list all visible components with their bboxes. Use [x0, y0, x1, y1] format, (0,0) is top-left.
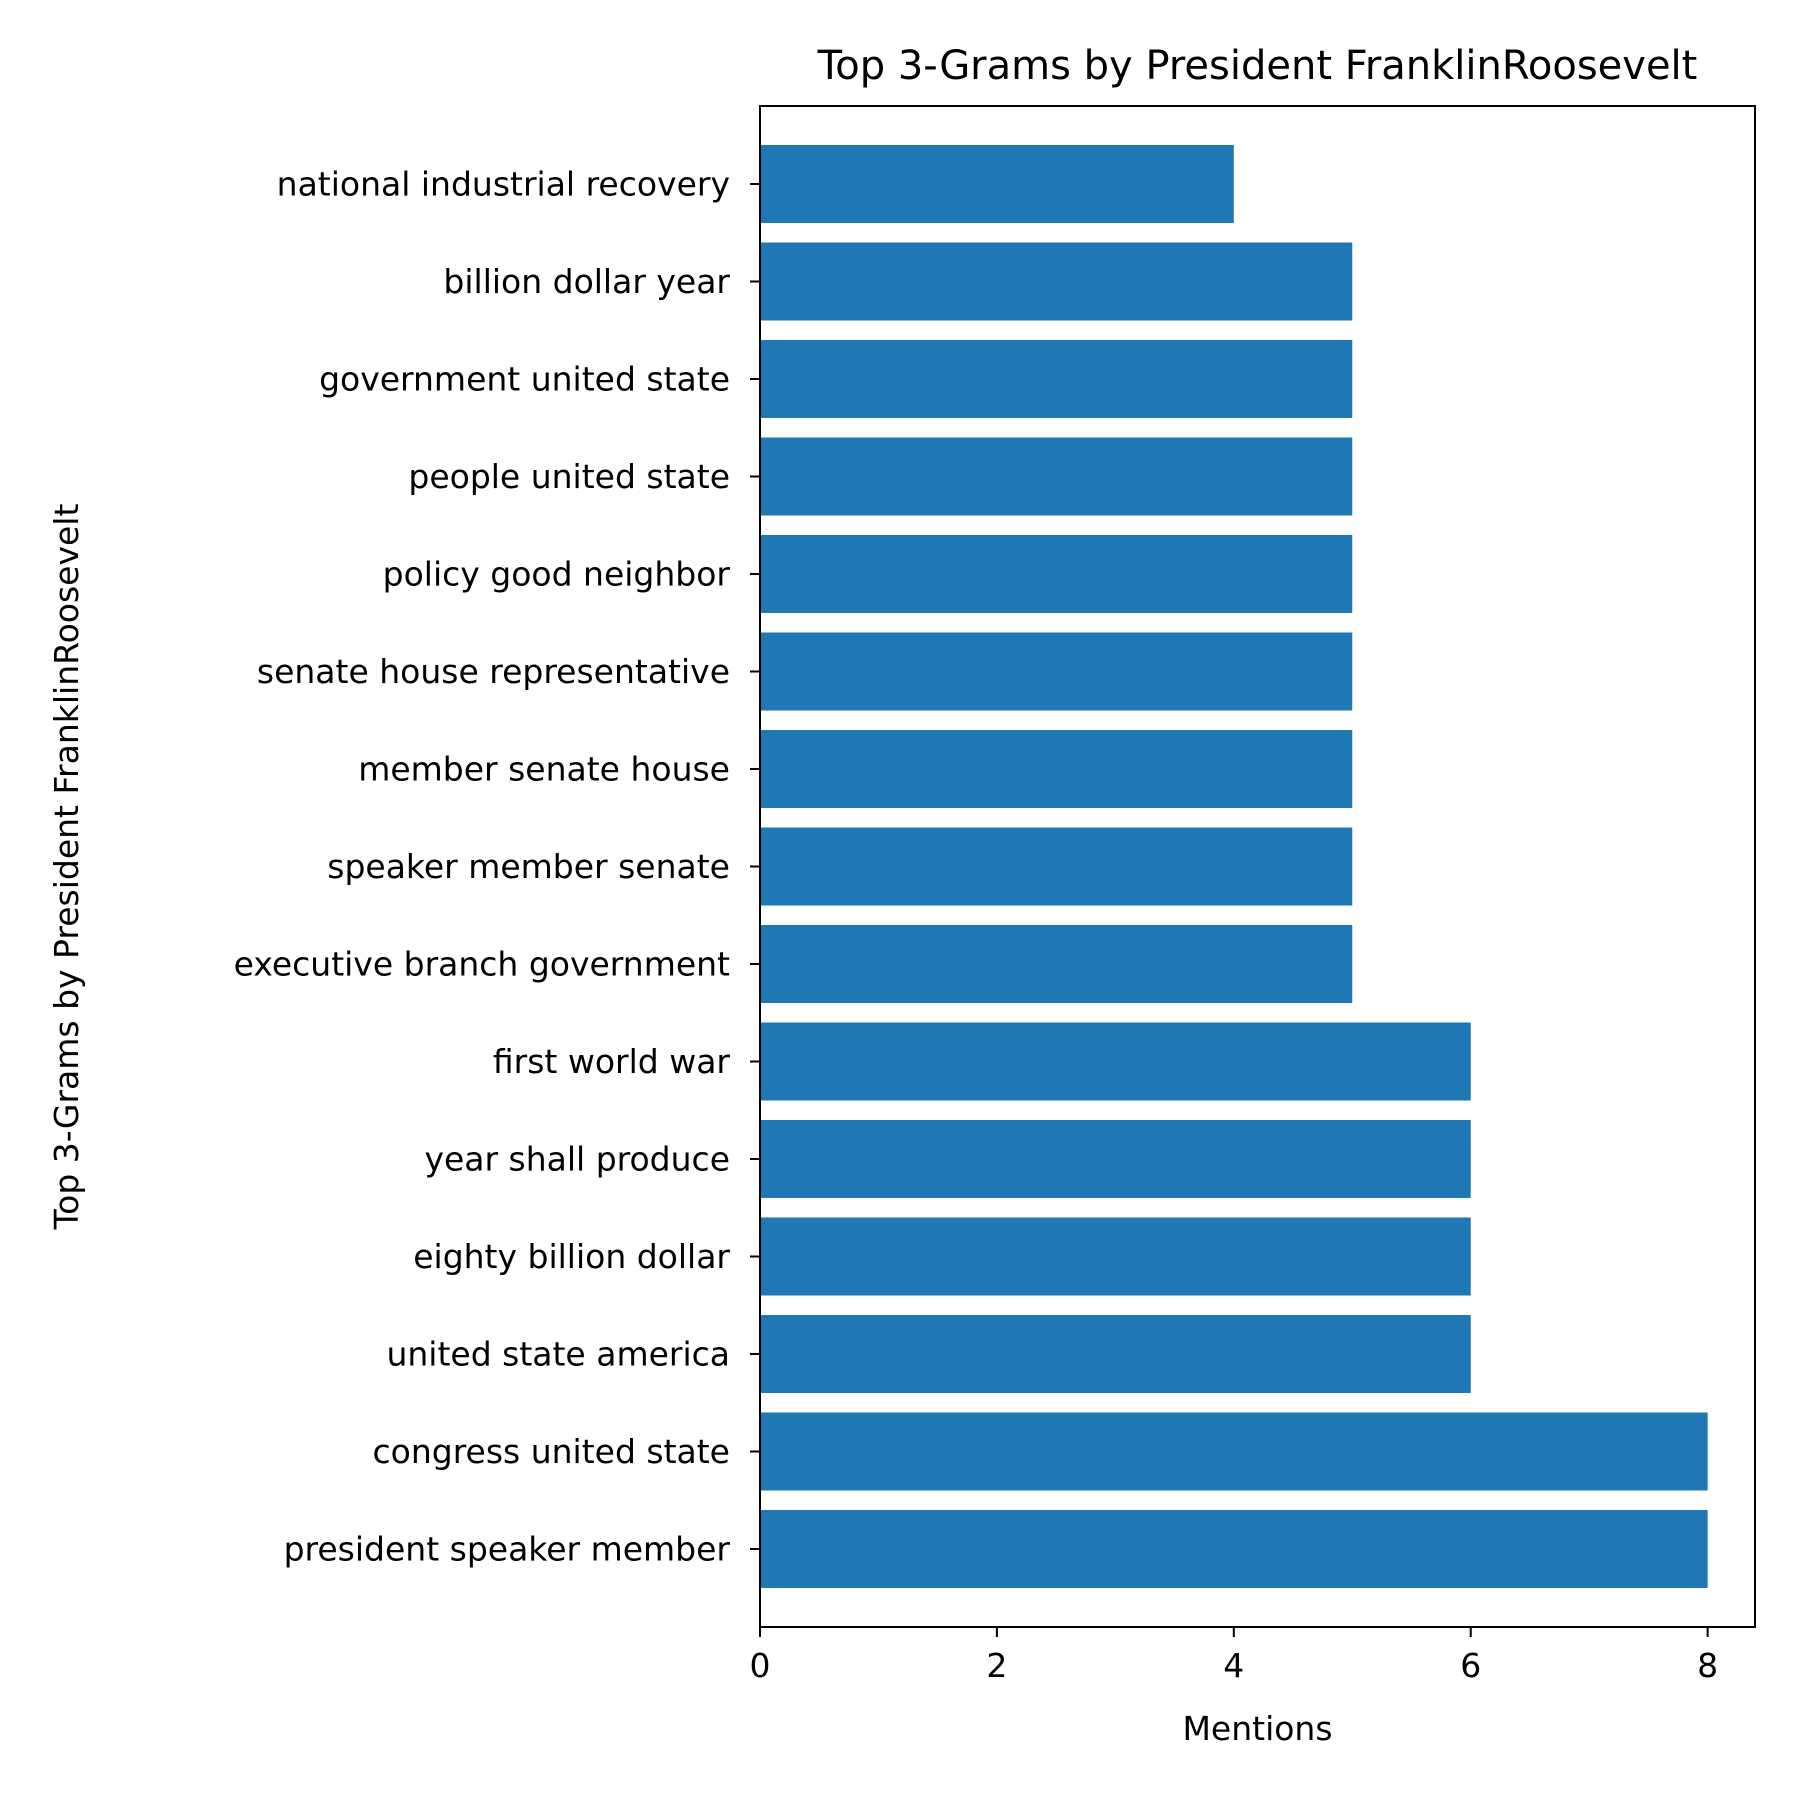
x-ticks: 0 2 4 6 8 — [750, 1627, 1718, 1685]
y-tick-label: member senate house — [358, 750, 730, 789]
x-tick-label: 0 — [750, 1646, 771, 1685]
bar — [760, 632, 1353, 711]
y-tick-label: executive branch government — [234, 945, 730, 984]
x-axis-label: Mentions — [1182, 1709, 1332, 1748]
y-tick-label: people united state — [408, 457, 730, 496]
y-tick-label: congress united state — [373, 1432, 731, 1471]
bar — [760, 1120, 1471, 1198]
y-tick-label: president speaker member — [284, 1530, 731, 1569]
x-tick-label: 2 — [986, 1646, 1007, 1685]
x-tick-label: 4 — [1223, 1646, 1244, 1685]
bar — [760, 340, 1353, 418]
y-tick-label: policy good neighbor — [383, 555, 731, 594]
y-tick-label: year shall produce — [424, 1140, 730, 1179]
bars-layer — [760, 145, 1708, 1588]
y-tick-label: billion dollar year — [443, 262, 730, 301]
y-tick-label: national industrial recovery — [277, 165, 730, 204]
y-tick-label: eighty billion dollar — [413, 1237, 730, 1276]
bar — [760, 1315, 1471, 1393]
bar — [760, 242, 1353, 321]
y-tick-label: speaker member senate — [327, 847, 730, 886]
y-tick-label: senate house representative — [257, 652, 730, 691]
bar — [760, 535, 1353, 613]
plot-frame — [759, 105, 1756, 1628]
bar — [760, 1510, 1708, 1588]
x-tick-label: 8 — [1697, 1646, 1718, 1685]
bar — [760, 1412, 1708, 1491]
y-tick-label: government united state — [319, 360, 730, 399]
bar — [760, 145, 1234, 223]
chart-title: Top 3-Grams by President FranklinRooseve… — [817, 43, 1698, 89]
y-ticks: national industrial recovery billion doll… — [234, 165, 760, 1569]
x-tick-label: 6 — [1460, 1646, 1481, 1685]
bar — [760, 925, 1353, 1003]
y-tick-label: united state america — [386, 1335, 730, 1374]
bar — [760, 437, 1353, 516]
y-axis-label: Top 3-Grams by President FranklinRooseve… — [47, 504, 86, 1231]
y-tick-label: first world war — [493, 1042, 731, 1081]
bar — [760, 1022, 1471, 1101]
bar — [760, 730, 1353, 808]
bar — [760, 1217, 1471, 1296]
bar — [760, 827, 1353, 906]
